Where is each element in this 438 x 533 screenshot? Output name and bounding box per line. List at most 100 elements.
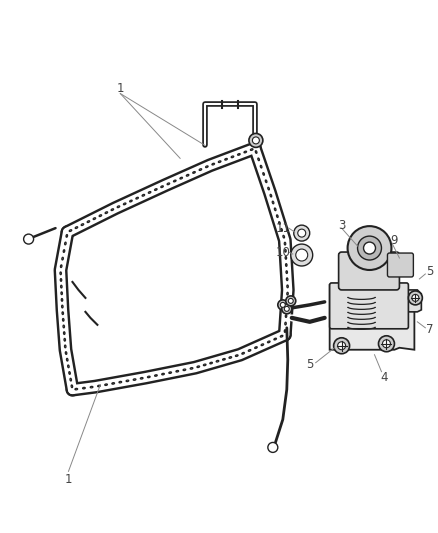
Ellipse shape — [183, 369, 186, 370]
Text: 1: 1 — [65, 473, 72, 486]
Ellipse shape — [65, 242, 66, 245]
Ellipse shape — [283, 236, 285, 238]
Circle shape — [338, 342, 346, 350]
Ellipse shape — [237, 154, 240, 155]
Ellipse shape — [210, 362, 212, 364]
Ellipse shape — [87, 221, 90, 223]
Ellipse shape — [272, 201, 274, 204]
Ellipse shape — [180, 177, 183, 179]
Ellipse shape — [136, 197, 138, 199]
Ellipse shape — [60, 279, 62, 281]
Ellipse shape — [62, 312, 64, 314]
Ellipse shape — [67, 358, 68, 361]
Ellipse shape — [119, 382, 122, 383]
Ellipse shape — [155, 189, 157, 190]
Ellipse shape — [229, 357, 232, 358]
Circle shape — [357, 236, 381, 260]
Ellipse shape — [268, 341, 270, 343]
Ellipse shape — [69, 372, 71, 374]
Ellipse shape — [69, 230, 72, 231]
Ellipse shape — [133, 379, 136, 381]
Ellipse shape — [117, 206, 120, 208]
Ellipse shape — [197, 366, 200, 368]
Ellipse shape — [167, 183, 170, 185]
Ellipse shape — [93, 218, 95, 220]
Circle shape — [249, 133, 263, 148]
Ellipse shape — [176, 370, 179, 372]
Ellipse shape — [83, 387, 85, 389]
Ellipse shape — [265, 180, 267, 183]
Text: 3: 3 — [338, 219, 345, 232]
FancyBboxPatch shape — [330, 283, 408, 329]
Ellipse shape — [235, 355, 238, 357]
Circle shape — [382, 340, 390, 348]
Circle shape — [294, 225, 310, 241]
Ellipse shape — [244, 151, 247, 153]
Ellipse shape — [261, 344, 264, 345]
Ellipse shape — [216, 360, 219, 362]
Ellipse shape — [223, 359, 225, 360]
Circle shape — [252, 137, 259, 144]
Ellipse shape — [231, 156, 234, 158]
Ellipse shape — [286, 271, 287, 273]
Circle shape — [348, 226, 392, 270]
Ellipse shape — [98, 385, 100, 387]
Circle shape — [378, 336, 395, 352]
Ellipse shape — [63, 319, 64, 321]
Ellipse shape — [279, 222, 280, 224]
Ellipse shape — [63, 250, 65, 253]
Ellipse shape — [285, 249, 286, 252]
Ellipse shape — [140, 377, 143, 379]
Circle shape — [364, 242, 375, 254]
Ellipse shape — [64, 345, 66, 348]
Circle shape — [334, 338, 350, 354]
Ellipse shape — [90, 386, 93, 388]
Ellipse shape — [287, 285, 288, 288]
Ellipse shape — [284, 330, 286, 333]
Ellipse shape — [260, 165, 262, 168]
Ellipse shape — [205, 166, 208, 167]
Circle shape — [298, 229, 306, 237]
Ellipse shape — [242, 352, 244, 354]
Ellipse shape — [286, 300, 288, 303]
Text: 5: 5 — [426, 265, 433, 278]
Circle shape — [408, 291, 422, 305]
Ellipse shape — [105, 212, 108, 214]
Ellipse shape — [285, 315, 287, 318]
Ellipse shape — [64, 332, 65, 335]
Ellipse shape — [63, 325, 64, 328]
Ellipse shape — [81, 224, 84, 225]
Circle shape — [296, 249, 308, 261]
Ellipse shape — [281, 229, 283, 231]
Ellipse shape — [124, 203, 126, 205]
Circle shape — [284, 306, 289, 311]
Ellipse shape — [193, 172, 195, 173]
Circle shape — [278, 300, 288, 310]
Text: 11: 11 — [276, 222, 290, 235]
Circle shape — [280, 302, 285, 308]
Text: 4: 4 — [381, 371, 388, 384]
Circle shape — [291, 244, 313, 266]
Ellipse shape — [155, 375, 157, 376]
Ellipse shape — [280, 335, 283, 337]
Ellipse shape — [112, 383, 114, 384]
Ellipse shape — [161, 186, 163, 188]
Ellipse shape — [212, 163, 215, 165]
Ellipse shape — [190, 368, 193, 369]
FancyBboxPatch shape — [339, 252, 399, 290]
Text: 1: 1 — [117, 82, 124, 95]
Ellipse shape — [126, 380, 129, 382]
Ellipse shape — [75, 227, 78, 229]
Ellipse shape — [60, 272, 61, 274]
Ellipse shape — [286, 278, 288, 280]
Ellipse shape — [199, 169, 201, 171]
Ellipse shape — [274, 338, 276, 340]
Ellipse shape — [105, 384, 107, 385]
Circle shape — [288, 298, 293, 303]
Text: 7: 7 — [426, 324, 433, 336]
Ellipse shape — [186, 174, 189, 176]
Ellipse shape — [142, 195, 145, 196]
Ellipse shape — [251, 149, 253, 150]
Ellipse shape — [130, 200, 132, 202]
Ellipse shape — [67, 365, 69, 368]
